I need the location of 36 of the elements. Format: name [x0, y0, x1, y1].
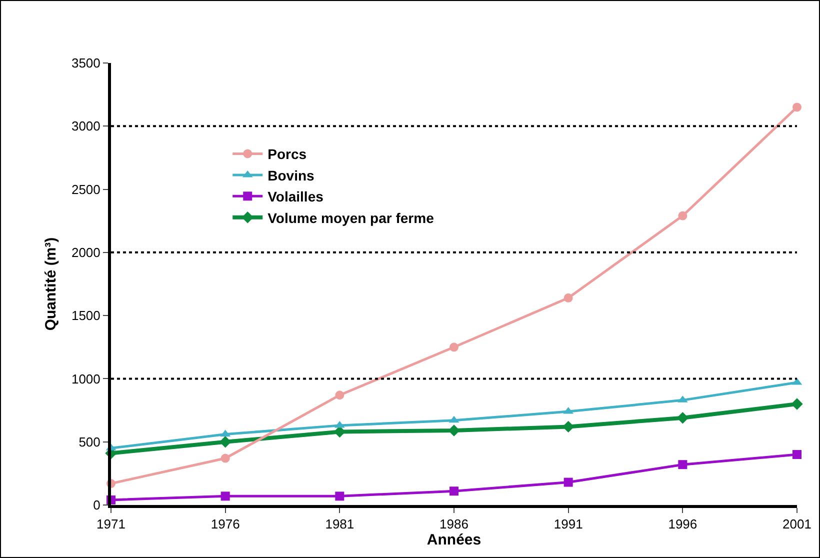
- point: [564, 478, 573, 487]
- point: [792, 450, 802, 459]
- legend-label: Volailles: [268, 188, 324, 205]
- point: [791, 398, 803, 410]
- legend-label: Volume moyen par ferme: [268, 210, 434, 226]
- y-tick-label: 2000: [71, 244, 100, 260]
- legend-label: Porcs: [268, 146, 307, 162]
- point: [450, 486, 458, 496]
- point: [335, 390, 344, 400]
- x-tick-label: 1991: [554, 516, 583, 532]
- y-tick-label: 3500: [71, 56, 100, 71]
- point: [220, 454, 230, 463]
- x-tick-label: 1971: [96, 516, 126, 532]
- point: [220, 492, 230, 501]
- point: [792, 102, 802, 112]
- point: [335, 492, 344, 501]
- y-tick-label: 1500: [71, 308, 100, 324]
- legend-label: Bovins: [268, 167, 315, 184]
- point: [450, 342, 458, 352]
- y-tick-label: 1000: [71, 371, 100, 386]
- y-tick-label: 0: [93, 498, 100, 513]
- y-tick-label: 2500: [71, 182, 100, 197]
- y-tick-label: 3000: [71, 118, 100, 134]
- x-tick-label: 1976: [210, 516, 240, 532]
- point: [676, 412, 689, 424]
- x-tick-label: 1986: [440, 516, 468, 532]
- point: [678, 211, 688, 220]
- point: [564, 293, 573, 302]
- y-tick-label: 500: [78, 434, 100, 450]
- x-tick-label: 1996: [668, 516, 698, 532]
- y-axis-title: Quantité (m³): [42, 237, 60, 331]
- point: [448, 424, 460, 436]
- x-axis-title: Années: [426, 532, 482, 549]
- x-tick-label: 1981: [325, 516, 354, 532]
- point: [678, 460, 688, 470]
- x-tick-label: 2001: [782, 516, 812, 532]
